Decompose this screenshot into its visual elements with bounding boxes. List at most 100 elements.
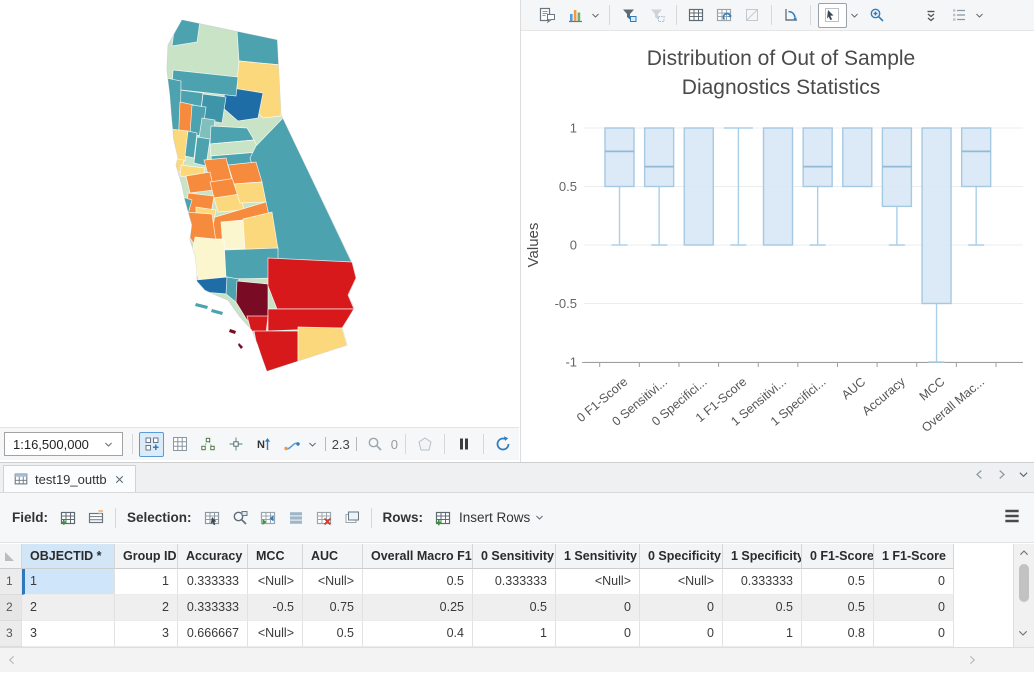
corner-handle[interactable] [0,544,22,569]
clear-selection-icon[interactable] [311,505,336,530]
scale-caret-icon[interactable] [103,434,116,454]
pause-icon[interactable] [452,432,477,457]
column-header-0[interactable]: OBJECTID * [22,544,115,569]
column-header-10[interactable]: 0 F1-Score [802,544,874,569]
table-cell[interactable]: -0.5 [248,595,303,621]
close-tab-icon[interactable] [113,473,126,486]
county-napa[interactable] [184,130,198,159]
select-box-icon[interactable] [817,2,847,28]
table-cell[interactable]: <Null> [248,621,303,647]
column-header-9[interactable]: 1 Specificity [723,544,802,569]
refresh-icon[interactable] [491,432,516,457]
column-header-3[interactable]: MCC [248,544,303,569]
channel-island-4[interactable] [238,343,243,349]
chart-properties-icon[interactable] [535,3,560,28]
data-table-icon[interactable] [684,3,709,28]
flip-axis-icon[interactable] [779,3,804,28]
column-header-1[interactable]: Group ID [115,544,178,569]
column-header-11[interactable]: 1 F1-Score [874,544,954,569]
scroll-right-icon[interactable] [966,653,978,671]
previous-table-icon[interactable] [973,468,986,481]
map-scale-select[interactable]: 1:16,500,000 [4,432,123,456]
table-cell[interactable]: 0.333333 [723,569,802,595]
snap-point-icon[interactable] [223,432,248,457]
table-cell[interactable]: 0 [874,595,954,621]
clip-shape-icon[interactable] [413,432,438,457]
row-handle[interactable]: 3 [0,621,22,647]
trace-path-icon[interactable] [279,432,304,457]
table-cell[interactable]: 3 [22,621,115,647]
table-cell[interactable]: 0.75 [303,595,363,621]
table-cell[interactable]: 0.333333 [473,569,556,595]
filter-extent-icon[interactable] [645,3,670,28]
dropdown-caret-icon[interactable] [849,5,862,25]
column-header-8[interactable]: 0 Specificity [640,544,723,569]
next-table-icon[interactable] [995,468,1008,481]
county-san-diego[interactable] [253,330,299,372]
zoom-gray-icon[interactable] [362,432,387,457]
table-cell[interactable]: 0.5 [723,595,802,621]
column-header-5[interactable]: Overall Macro F1 [363,544,473,569]
scrollbar-thumb[interactable] [1019,564,1029,602]
scroll-left-icon[interactable] [6,653,18,671]
table-cell[interactable]: 2 [22,595,115,621]
county-mariposa[interactable] [227,161,263,185]
column-header-2[interactable]: Accuracy [178,544,248,569]
column-header-7[interactable]: 1 Sensitivity [556,544,640,569]
edit-vertices-icon[interactable] [195,432,220,457]
table-cell[interactable]: 0.5 [363,569,473,595]
table-cell[interactable]: 0 [640,621,723,647]
table-cell[interactable]: 0.8 [802,621,874,647]
highlight-row-icon[interactable] [339,505,364,530]
table-cell[interactable]: 1 [473,621,556,647]
clip-chart-icon[interactable] [740,3,765,28]
table-cell[interactable]: 2 [115,595,178,621]
table-cell[interactable]: 0.4 [363,621,473,647]
vertical-scrollbar[interactable] [1013,544,1034,647]
legend-icon[interactable] [947,3,972,28]
row-handle[interactable]: 2 [0,595,22,621]
table-cell[interactable]: 0.5 [802,595,874,621]
snap-grid-icon[interactable] [139,431,165,457]
table-cell[interactable]: <Null> [248,569,303,595]
refresh-chart-icon[interactable] [712,3,737,28]
county-madera[interactable] [233,181,267,204]
county-imperial[interactable] [297,326,348,372]
zoom-in-icon[interactable] [865,3,890,28]
column-header-4[interactable]: AUC [303,544,363,569]
horizontal-scrollbar[interactable] [0,647,1034,672]
county-modoc[interactable] [236,29,282,66]
select-all-rows-icon[interactable] [283,505,308,530]
channel-island-1[interactable] [195,303,208,309]
table-cell[interactable]: 1 [723,621,802,647]
scroll-down-icon[interactable] [1014,624,1032,647]
insert-rows-icon[interactable] [431,505,456,530]
dropdown-caret-icon[interactable] [307,434,320,454]
tab-menu-caret-icon[interactable] [1017,468,1030,481]
insert-rows-caret-icon[interactable] [534,508,547,528]
chart-type-icon[interactable] [563,3,588,28]
channel-island-2[interactable] [211,309,223,315]
county-kings[interactable] [220,219,246,250]
table-cell[interactable]: <Null> [303,569,363,595]
county-san-bernardino[interactable] [267,257,356,310]
table-cell[interactable]: 0.5 [473,595,556,621]
north-arrow-icon[interactable]: N [251,432,276,457]
channel-island-3[interactable] [229,329,236,334]
county-del-norte[interactable] [171,17,201,47]
table-cell[interactable]: 0 [556,595,640,621]
county-orange[interactable] [246,315,269,334]
table-cell[interactable]: 1 [22,569,115,595]
table-cell[interactable]: 0.666667 [178,621,248,647]
table-cell[interactable]: 0 [874,569,954,595]
grid-icon[interactable] [167,432,192,457]
table-cell[interactable]: 0 [874,621,954,647]
california-choropleth-map[interactable] [0,0,520,427]
dropdown-caret-icon[interactable] [590,5,603,25]
select-table-icon[interactable] [199,505,224,530]
table-cell[interactable]: 0.25 [363,595,473,621]
fields-list-icon[interactable] [84,505,109,530]
table-cell[interactable]: <Null> [556,569,640,595]
overflow-icon[interactable] [919,3,944,28]
